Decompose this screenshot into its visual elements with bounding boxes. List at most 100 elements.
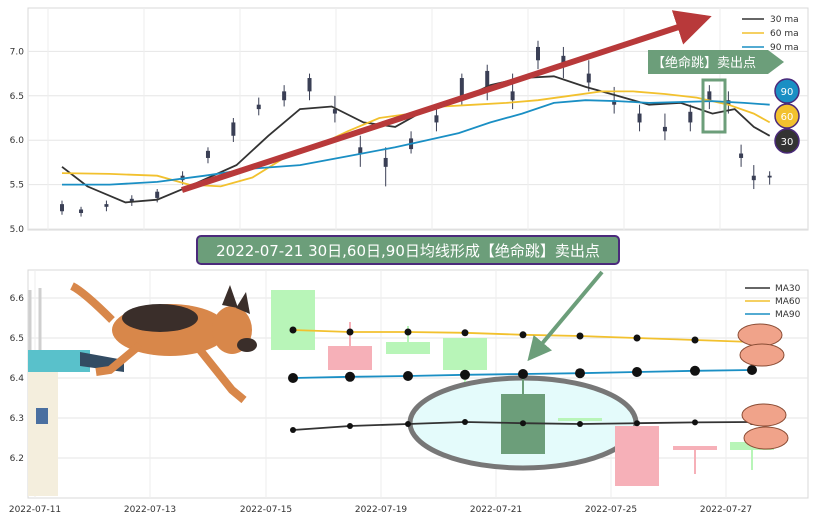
- bottom-ma60-point: [576, 332, 584, 340]
- headline-banner: 2022-07-21 30日,60日,90日均线形成【绝命跳】卖出点: [196, 235, 620, 265]
- top-candle-body: [637, 113, 642, 123]
- bottom-ma90-point: [288, 373, 298, 383]
- bottom-x-tick-label: 2022-07-25: [585, 505, 637, 515]
- bottom-ma90-point: [690, 365, 700, 376]
- bottom-x-tick-label: 2022-07-19: [355, 505, 408, 515]
- bottom-candle-body: [615, 426, 659, 486]
- bottom-ma60-point: [633, 334, 641, 342]
- bottom-ma60-point: [289, 326, 297, 334]
- bottom-ma60-point: [346, 328, 354, 336]
- bottom-candle-body: [386, 342, 430, 354]
- top-legend-label-2: 90 ma: [770, 43, 799, 53]
- sell-banner: 【绝命跳】卖出点: [648, 50, 784, 74]
- top-candle-body: [688, 111, 693, 123]
- top-candle-body: [256, 104, 261, 110]
- top-candle-body: [739, 153, 744, 158]
- trend-arrow: [181, 10, 712, 193]
- bottom-y-tick-label: 6.2: [10, 454, 24, 464]
- dog-illustration: [70, 282, 257, 404]
- top-candle-body: [586, 73, 591, 83]
- pointer-arrow: [527, 270, 604, 362]
- bottom-y-tick-label: 6.6: [10, 294, 25, 304]
- top-candle-body: [79, 209, 84, 214]
- top-candle-body: [307, 78, 312, 92]
- top-candle-body: [662, 126, 667, 132]
- bottom-x-axis: 2022-07-11 2022-07-13 2022-07-15 2022-07-19…: [9, 505, 752, 515]
- bottom-ma60-point: [461, 329, 469, 337]
- top-y-tick-label: 5.5: [10, 181, 24, 191]
- bottom-ma30-point: [462, 419, 468, 425]
- bottom-ma30-point: [347, 423, 353, 429]
- bottom-y-tick-label: 6.3: [10, 414, 24, 424]
- top-legend-label-1: 60 ma: [770, 29, 799, 39]
- top-candle-body: [561, 55, 566, 65]
- badge-90: 90: [781, 87, 794, 98]
- bottom-ma90-point: [518, 369, 528, 379]
- top-candle-body: [155, 191, 160, 198]
- shrimp-decorations: [737, 323, 789, 450]
- bottom-ma30-point: [577, 421, 583, 427]
- bottom-ma60-point: [519, 331, 527, 339]
- bottom-legend-label-0: MA30: [775, 284, 801, 294]
- top-candle-body: [358, 147, 363, 154]
- top-candle-body: [707, 91, 712, 101]
- bottom-candle-body: [558, 418, 602, 421]
- bottom-ma30-point: [634, 420, 640, 427]
- top-candle-body: [60, 204, 64, 212]
- bottom-ma30-point: [290, 427, 296, 433]
- bottom-ma30-point: [520, 420, 526, 427]
- bottom-x-tick-label: 2022-07-21: [470, 505, 522, 515]
- top-candle-body: [205, 150, 210, 158]
- bottom-legend-label-1: MA60: [775, 297, 801, 307]
- top-candle-body: [434, 115, 439, 123]
- top-candle-body: [751, 175, 756, 181]
- sell-point-box: [701, 78, 727, 134]
- bottom-legend: MA30 MA60 MA90: [745, 284, 801, 320]
- bottom-plot-frame: [27, 269, 809, 499]
- top-candle-body: [510, 91, 515, 101]
- diving-board-illustration: [28, 288, 124, 496]
- top-legend: 30 ma 60 ma 90 ma: [742, 15, 799, 53]
- bottom-ma90-point: [345, 371, 355, 382]
- top-ma-line-2: [62, 99, 770, 186]
- top-candle-body: [536, 46, 540, 61]
- top-candle-body: [383, 157, 388, 167]
- bottom-ma30-point: [405, 421, 411, 427]
- badge-30: 30: [781, 137, 794, 148]
- bottom-ma90-point: [575, 368, 585, 379]
- headline-text: 2022-07-21 30日,60日,90日均线形成【绝命跳】卖出点: [216, 242, 600, 260]
- bottom-x-tick-label: 2022-07-13: [124, 505, 176, 515]
- top-legend-label-0: 30 ma: [770, 15, 799, 25]
- top-candle-body: [767, 175, 772, 178]
- top-candle-body: [332, 109, 337, 114]
- bottom-x-tick-label: 2022-07-11: [9, 505, 61, 515]
- top-y-tick-label: 5.0: [10, 225, 25, 235]
- top-candle-body: [485, 70, 490, 87]
- top-candle-body: [129, 198, 134, 203]
- top-y-tick-label: 6.0: [10, 136, 25, 146]
- bottom-candle-body: [328, 346, 372, 370]
- bottom-y-axis: 6.2 6.3 6.4 6.5 6.6: [10, 294, 25, 464]
- bottom-candle-body: [673, 446, 717, 450]
- bottom-ma90-point: [632, 367, 642, 377]
- ma-badges: 90 60 30: [774, 78, 800, 154]
- top-candle-body: [282, 91, 287, 101]
- bottom-x-tick-label: 2022-07-27: [700, 505, 752, 515]
- bottom-ma90-point: [747, 365, 757, 375]
- top-candle-body: [459, 78, 464, 96]
- bottom-legend-label-2: MA90: [775, 310, 801, 320]
- top-candle-body: [231, 122, 236, 136]
- bottom-y-tick-label: 6.4: [10, 374, 25, 384]
- top-y-tick-label: 6.5: [10, 92, 24, 102]
- bottom-ma90-point: [460, 369, 470, 380]
- top-candle-body: [104, 204, 109, 207]
- bottom-candle-body: [271, 290, 315, 350]
- bottom-ma30-point: [692, 419, 698, 426]
- bottom-candle-body: [443, 338, 487, 370]
- bottom-ma60-point: [404, 328, 412, 336]
- bottom-ma60-point: [691, 336, 699, 344]
- top-y-axis: 5.0 5.5 6.0 6.5 7.0: [10, 47, 25, 235]
- top-grid: [28, 8, 808, 230]
